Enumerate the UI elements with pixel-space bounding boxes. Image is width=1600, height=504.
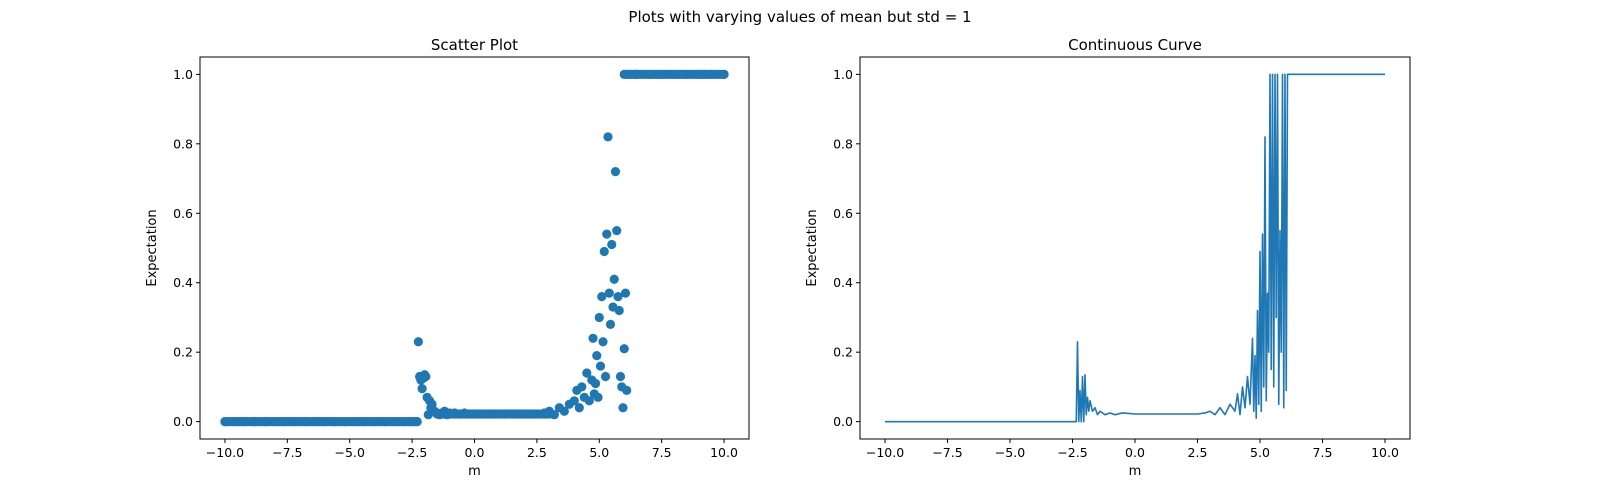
scatter-plot-title: Scatter Plot (431, 36, 518, 54)
scatter-point (612, 226, 622, 236)
scatter-point (597, 292, 607, 302)
scatter-point (590, 378, 601, 389)
continuous-curve-x-tick-label: 10.0 (1371, 445, 1399, 460)
scatter-point (604, 288, 614, 298)
continuous-curve-x-tick-label: −5.0 (995, 445, 1025, 460)
scatter-plot-x-tick-label: 10.0 (710, 445, 738, 460)
continuous-curve-y-tick-label: 0.6 (833, 206, 853, 221)
scatter-point (613, 292, 623, 302)
scatter-plot-y-tick-label: 0.4 (173, 275, 193, 290)
continuous-curve-frame (859, 56, 1411, 440)
scatter-point (577, 382, 587, 392)
scatter-point (412, 417, 422, 427)
scatter-plot-y-label: Expectation (145, 209, 160, 286)
continuous-curve-x-ticks: −10.0 −7.5 −5.0 −2.5 0.0 2.5 5.0 7.5 10.0 (866, 439, 1399, 460)
scatter-point (603, 132, 613, 142)
continuous-curve-x-tick-label: 7.5 (1313, 445, 1333, 460)
scatter-point (584, 396, 594, 406)
scatter-plot-x-ticks: −10.0 −7.5 −5.0 −2.5 0.0 2.5 5.0 7.5 10.0 (206, 439, 738, 460)
scatter-point (599, 246, 609, 257)
scatter-plot-y-ticks: 0.0 0.2 0.4 0.6 0.8 1.0 (173, 67, 200, 429)
scatter-point (610, 167, 621, 177)
scatter-point (618, 403, 628, 413)
scatter-plot-axes: Scatter Plot −10.0 −7.5 −5.0 −2.5 0.0 2.5 5.0 7… (145, 36, 750, 479)
scatter-point (615, 371, 626, 382)
scatter-plot-x-tick-label: −10.0 (206, 445, 244, 460)
continuous-curve-axes: Continuous Curve −10.0 −7.5 −5.0 −2.5 0.0 2.5… (805, 36, 1411, 479)
scatter-plot-x-tick-label: 7.5 (652, 445, 672, 460)
scatter-point (620, 288, 631, 298)
scatter-plot-x-label: m (468, 464, 481, 479)
scatter-plot-y-tick-label: 1.0 (173, 67, 193, 82)
scatter-point (598, 337, 608, 347)
continuous-curve-x-tick-label: −7.5 (932, 445, 962, 460)
scatter-point (593, 392, 603, 402)
scatter-point (600, 371, 611, 382)
scatter-point (559, 406, 569, 416)
continuous-curve-y-ticks: 0.0 0.2 0.4 0.6 0.8 1.0 (833, 67, 860, 429)
scatter-point (417, 384, 427, 394)
continuous-curve-y-tick-label: 1.0 (833, 67, 853, 82)
scatter-point (413, 337, 423, 347)
continuous-curve-x-tick-label: 5.0 (1250, 445, 1270, 460)
scatter-point (719, 69, 729, 79)
scatter-point (574, 403, 584, 413)
scatter-plot-y-tick-label: 0.8 (173, 136, 193, 151)
continuous-curve-x-tick-label: −10.0 (866, 445, 904, 460)
scatter-plot-y-tick-label: 0.6 (173, 206, 193, 221)
scatter-plot-x-tick-label: −2.5 (397, 445, 427, 460)
continuous-curve-title: Continuous Curve (1068, 36, 1202, 54)
curve-line (885, 73, 1385, 423)
scatter-point (569, 396, 579, 406)
scatter-point (609, 274, 619, 284)
scatter-point (594, 312, 604, 323)
scatter-plot-x-tick-label: 0.0 (465, 445, 485, 460)
scatter-point (607, 239, 617, 250)
continuous-curve-y-label: Expectation (805, 209, 820, 286)
scatter-plot-x-tick-label: −7.5 (272, 445, 302, 460)
scatter-plot-marks (220, 69, 729, 427)
continuous-curve-y-tick-label: 0.0 (833, 414, 853, 429)
continuous-curve-y-tick-label: 0.8 (833, 136, 853, 151)
scatter-plot-y-tick-label: 0.0 (173, 414, 193, 429)
scatter-point (614, 305, 624, 316)
scatter-point (592, 351, 602, 361)
continuous-curve-y-tick-label: 0.4 (833, 275, 853, 290)
continuous-curve-marks (885, 73, 1385, 423)
scatter-plot-y-tick-label: 0.2 (173, 345, 193, 360)
scatter-plot-frame (199, 56, 750, 440)
continuous-curve-y-tick-label: 0.2 (833, 345, 853, 360)
scatter-point (602, 229, 612, 239)
scatter-point (619, 344, 629, 354)
scatter-plot-x-tick-label: 2.5 (527, 445, 547, 460)
scatter-point (582, 368, 592, 378)
scatter-point (595, 361, 606, 371)
scatter-point (622, 385, 632, 395)
continuous-curve-x-tick-label: 0.0 (1125, 445, 1145, 460)
continuous-curve-x-tick-label: −2.5 (1057, 445, 1087, 460)
continuous-curve-x-tick-label: 2.5 (1188, 445, 1208, 460)
scatter-point (427, 399, 437, 409)
scatter-plot-x-tick-label: −5.0 (335, 445, 365, 460)
continuous-curve-x-label: m (1129, 464, 1142, 479)
scatter-point (544, 409, 554, 419)
scatter-point (605, 319, 616, 329)
scatter-point (421, 371, 431, 382)
figure-suptitle: Plots with varying values of mean but st… (628, 8, 971, 26)
scatter-point (588, 333, 598, 343)
scatter-plot-x-tick-label: 5.0 (589, 445, 609, 460)
